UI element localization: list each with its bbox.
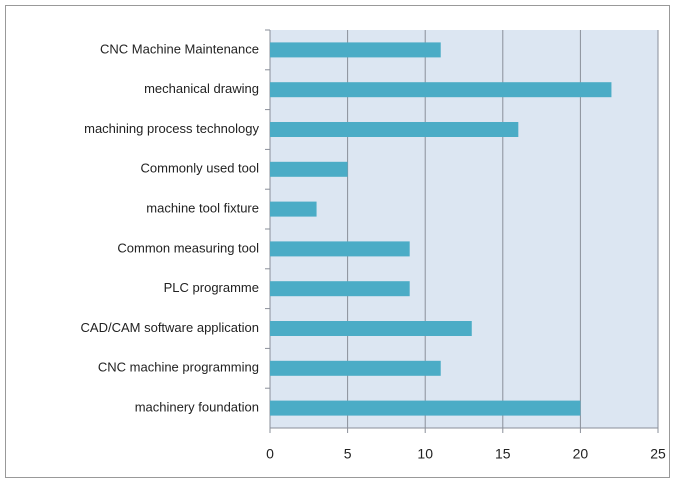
bar	[270, 241, 410, 257]
x-tick-label: 25	[650, 446, 666, 462]
bar	[270, 281, 410, 297]
y-tick-label: machine tool fixture	[146, 201, 259, 216]
bar	[270, 321, 472, 336]
x-tick-label: 20	[573, 446, 589, 462]
y-tick-label: Commonly used tool	[141, 161, 260, 176]
bar	[270, 201, 317, 217]
y-tick-label: machining process technology	[84, 121, 259, 136]
y-tick-label: CNC machine programming	[98, 360, 259, 375]
x-tick-label: 15	[495, 446, 511, 462]
y-tick-label: machinery foundation	[135, 400, 259, 415]
bar	[270, 360, 441, 376]
y-tick-label: PLC programme	[164, 280, 259, 295]
y-tick-label: CAD/CAM software application	[81, 320, 259, 335]
bar	[270, 42, 441, 58]
bar	[270, 82, 612, 98]
bar	[270, 161, 348, 177]
bar	[270, 400, 581, 416]
y-tick-label: CNC Machine Maintenance	[100, 41, 259, 56]
y-tick-label: mechanical drawing	[144, 81, 259, 96]
y-tick-label: Common measuring tool	[117, 240, 259, 255]
x-tick-label: 5	[344, 446, 352, 462]
bar	[270, 122, 519, 137]
x-tick-label: 10	[417, 446, 433, 462]
x-tick-label: 0	[266, 446, 274, 462]
